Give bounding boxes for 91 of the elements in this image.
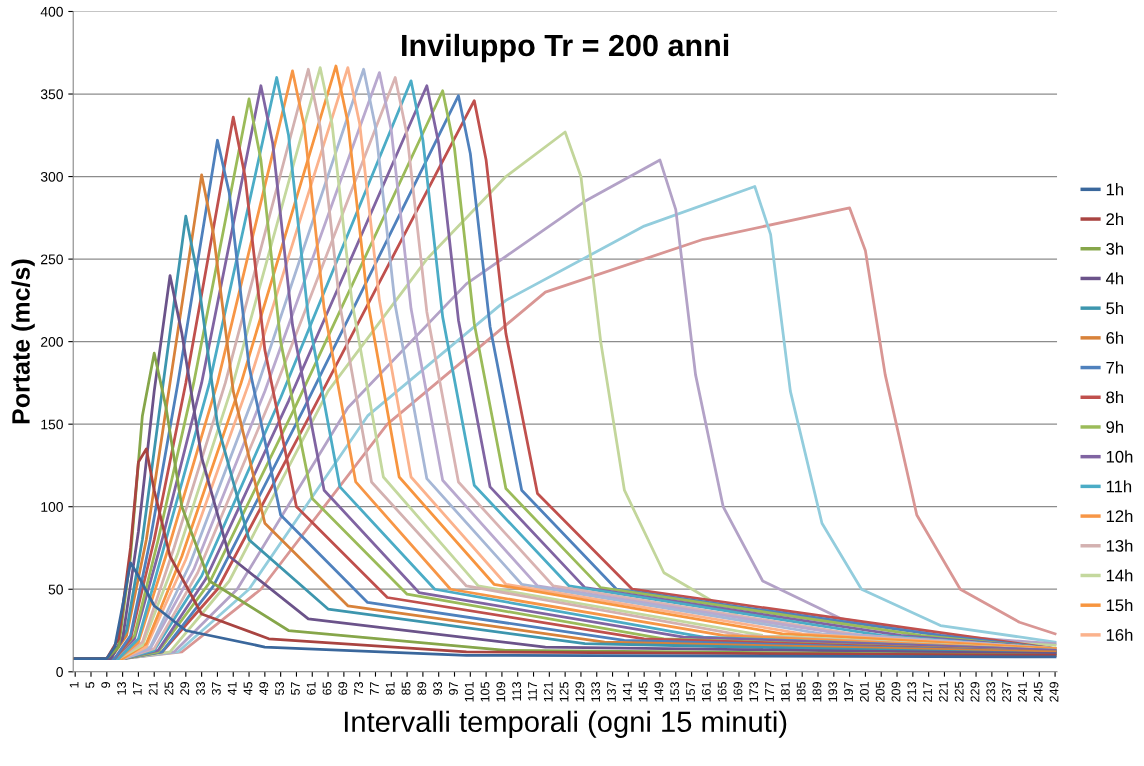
legend-label: 13h xyxy=(1106,539,1133,552)
x-tick-label: 157 xyxy=(686,682,695,702)
x-tick-label: 85 xyxy=(401,682,411,695)
y-tick-label: 100 xyxy=(41,502,63,512)
x-tick-label: 1 xyxy=(69,682,79,688)
x-tick-label: 57 xyxy=(291,682,300,695)
x-tick-label: 213 xyxy=(907,682,917,702)
x-tick-label: 137 xyxy=(607,682,616,702)
x-tick-label: 105 xyxy=(480,682,490,702)
x-tick-label: 169 xyxy=(733,682,743,702)
legend-label: 11h xyxy=(1106,480,1132,493)
text: Inviluppo Tr = 200 anni xyxy=(402,33,729,63)
legend-label: 15h xyxy=(1106,598,1133,612)
legend-label: 6h xyxy=(1106,331,1124,344)
x-tick-label: 81 xyxy=(385,682,395,695)
y-tick-label: 250 xyxy=(41,254,63,265)
x-tick-label: 145 xyxy=(638,682,648,702)
x-tick-label: 141 xyxy=(622,682,632,702)
x-tick-label: 29 xyxy=(180,682,190,695)
y-axis-title: Portate (mc/s) xyxy=(11,259,35,424)
x-tick-label: 133 xyxy=(591,682,601,702)
x-tick-label: 165 xyxy=(717,682,727,702)
x-tick-label: 201 xyxy=(859,682,869,702)
x-tick-label: 65 xyxy=(322,682,332,695)
x-tick-label: 205 xyxy=(875,682,885,702)
legend-label: 12h xyxy=(1106,509,1133,522)
x-tick-label: 185 xyxy=(796,682,806,702)
x-tick-label: 93 xyxy=(433,682,443,695)
x-tick-label: 153 xyxy=(670,682,680,702)
legend-label: 4h xyxy=(1105,272,1124,285)
y-tick-label: 150 xyxy=(41,419,63,430)
x-tick-label: 221 xyxy=(938,682,948,702)
x-axis-title: Intervalli temporali (ogni 15 minuti) xyxy=(344,710,787,738)
x-tick-label: 25 xyxy=(164,682,174,695)
x-tick-label: 5 xyxy=(85,682,95,688)
legend-label: 10h xyxy=(1106,450,1133,463)
legend-label: 8h xyxy=(1106,391,1124,404)
x-tick-label: 101 xyxy=(464,682,474,702)
x-tick-label: 49 xyxy=(259,682,269,696)
y-tick-label: 350 xyxy=(40,89,63,100)
x-tick-label: 109 xyxy=(496,682,506,702)
x-tick-label: 125 xyxy=(559,682,569,702)
x-tick-label: 233 xyxy=(986,682,996,702)
legend-label: 3h xyxy=(1106,242,1124,255)
legend-label: 1h xyxy=(1106,183,1124,196)
legend-label: 9h xyxy=(1106,420,1124,433)
x-tick-label: 37 xyxy=(211,682,221,695)
x-tick-label: 181 xyxy=(780,682,790,702)
x-tick-label: 97 xyxy=(449,682,458,695)
x-tick-label: 177 xyxy=(765,682,774,702)
y-tick-label: 400 xyxy=(40,6,63,17)
x-tick-label: 77 xyxy=(370,682,379,695)
legend-label: 14h xyxy=(1106,569,1133,582)
x-tick-label: 45 xyxy=(243,682,253,696)
x-tick-label: 209 xyxy=(891,682,901,702)
legend-label: 7h xyxy=(1106,361,1124,374)
legend-label: 2h xyxy=(1106,212,1124,225)
x-tick-label: 173 xyxy=(749,682,759,702)
y-tick-label: 0 xyxy=(56,667,63,677)
x-tick-label: 113 xyxy=(512,682,522,701)
x-tick-label: 189 xyxy=(812,682,822,702)
x-tick-label: 33 xyxy=(196,682,205,695)
x-tick-label: 21 xyxy=(148,682,158,695)
x-tick-label: 237 xyxy=(1002,682,1012,702)
x-tick-label: 249 xyxy=(1049,682,1059,702)
x-tick-label: 193 xyxy=(828,682,838,702)
x-tick-label: 61 xyxy=(306,682,316,695)
x-tick-label: 13 xyxy=(117,682,126,695)
x-tick-label: 53 xyxy=(275,682,285,695)
x-tick-label: 73 xyxy=(354,682,364,695)
x-tick-label: 217 xyxy=(923,682,932,702)
x-tick-label: 41 xyxy=(227,682,237,696)
x-tick-label: 245 xyxy=(1033,682,1043,702)
x-tick-label: 9 xyxy=(101,682,111,688)
x-tick-label: 89 xyxy=(417,682,427,695)
y-tick-label: 50 xyxy=(48,584,63,595)
x-tick-label: 149 xyxy=(654,682,664,702)
x-tick-label: 197 xyxy=(844,682,853,702)
x-tick-label: 161 xyxy=(701,682,711,702)
legend-label: 5h xyxy=(1106,301,1124,315)
x-tick-label: 229 xyxy=(970,682,980,702)
x-tick-label: 225 xyxy=(954,682,964,702)
x-tick-label: 129 xyxy=(575,682,585,702)
x-tick-label: 17 xyxy=(133,682,142,695)
x-tick-label: 241 xyxy=(1017,682,1027,702)
y-tick-label: 300 xyxy=(40,171,63,182)
legend-label: 16h xyxy=(1106,628,1133,641)
y-tick-label: 200 xyxy=(41,336,63,347)
x-tick-label: 121 xyxy=(543,682,553,702)
x-tick-label: 117 xyxy=(528,682,537,701)
x-tick-label: 69 xyxy=(338,682,348,695)
